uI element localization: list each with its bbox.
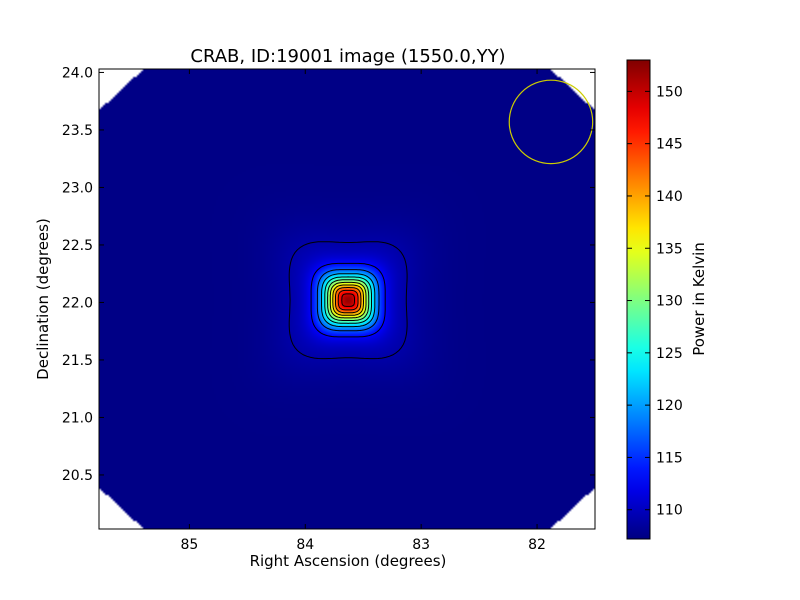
colorbar-tick-label: 125 xyxy=(656,346,683,362)
contour-line xyxy=(321,273,376,328)
contour-line xyxy=(329,281,367,319)
y-tick-label: 24.0 xyxy=(62,65,93,81)
colorbar-tick-label: 110 xyxy=(656,503,683,519)
x-axis: 85 84 83 82 xyxy=(180,69,546,553)
y-axis-label: Declination (degrees) xyxy=(34,218,52,380)
contour-line xyxy=(332,284,364,316)
colorbar-tick-label: 145 xyxy=(656,137,683,153)
contour-line xyxy=(288,241,408,360)
y-tick-label: 21.5 xyxy=(62,353,93,369)
heatmap-image xyxy=(99,69,595,529)
colorbar-tick-label: 150 xyxy=(656,84,683,100)
beam-circle xyxy=(508,79,594,165)
chart-title: CRAB, ID:19001 image (1550.0,YY) xyxy=(190,46,505,67)
colorbar-tick-label: 135 xyxy=(656,241,683,257)
y-tick-label: 22.0 xyxy=(62,295,93,311)
contour-lines xyxy=(288,241,408,360)
colorbar-label: Power in Kelvin xyxy=(690,242,708,356)
contour-line xyxy=(341,293,355,307)
contour-line xyxy=(316,269,380,332)
y-tick-label: 21.0 xyxy=(62,410,93,426)
contour-line xyxy=(310,262,386,338)
colorbar-tick-label: 140 xyxy=(656,189,683,205)
plot-frame xyxy=(98,68,596,530)
x-tick-label: 82 xyxy=(528,537,546,553)
contour-line xyxy=(337,289,359,311)
y-tick-label: 22.5 xyxy=(62,238,93,254)
contour-line xyxy=(327,279,370,321)
colorbar-tick-label: 120 xyxy=(656,398,683,414)
colorbar-tick-label: 130 xyxy=(656,294,683,310)
contour-line xyxy=(335,287,362,314)
y-tick-label: 23.0 xyxy=(62,180,93,196)
y-axis: 20.5 21.0 21.5 22.0 22.5 23.0 23.5 24.0 xyxy=(62,65,595,484)
plot-area xyxy=(98,68,596,530)
x-tick-label: 84 xyxy=(296,537,314,553)
colorbar: 110 115 120 125 130 135 140 145 150 Power in Kel… xyxy=(626,59,708,540)
y-tick-label: 20.5 xyxy=(62,468,93,484)
x-axis-label: Right Ascension (degrees) xyxy=(250,552,447,570)
colorbar-gradient xyxy=(626,59,651,540)
colorbar-ticks: 110 115 120 125 130 135 140 145 150 xyxy=(627,84,683,519)
x-tick-label: 85 xyxy=(180,537,198,553)
colorbar-tick-label: 115 xyxy=(656,450,683,466)
y-tick-label: 23.5 xyxy=(62,123,93,139)
x-tick-label: 83 xyxy=(412,537,430,553)
contour-line xyxy=(324,276,372,324)
